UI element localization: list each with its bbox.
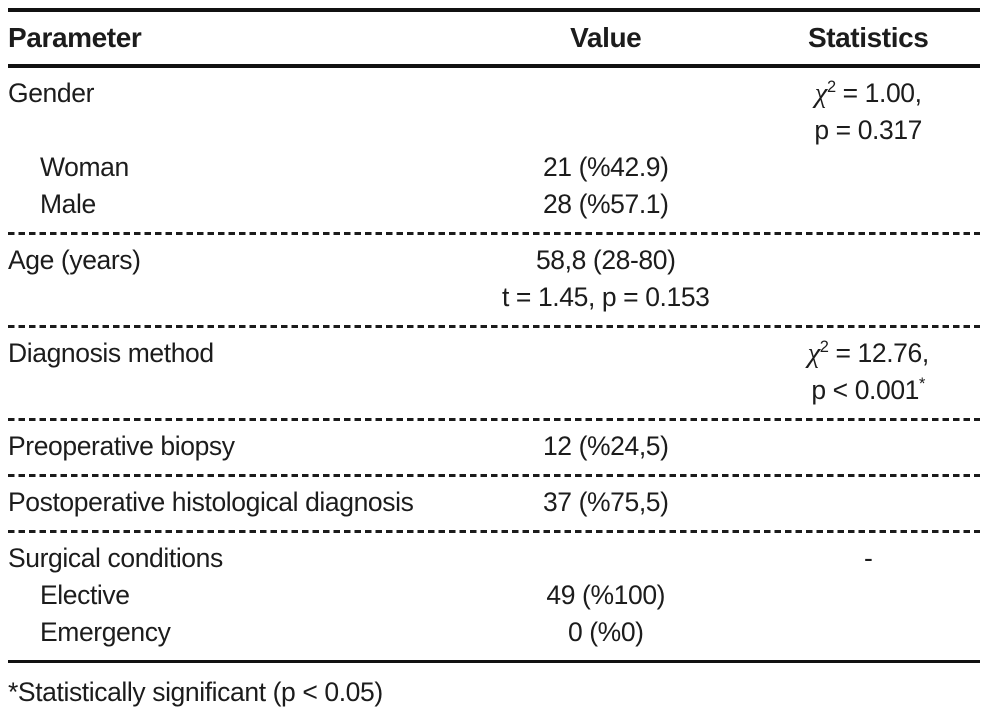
statistic-line: p = 0.317 <box>756 112 980 149</box>
row-statistic: χ2 = 12.76, p < 0.001* <box>756 335 980 409</box>
row-statistic <box>756 428 980 465</box>
chi-symbol: χ <box>814 77 828 109</box>
row-parameter: Woman <box>40 152 129 182</box>
dashed-divider <box>8 418 980 421</box>
row-statistic <box>756 484 980 521</box>
value-line: 21 (%42.9) <box>542 152 669 182</box>
row-parameter: Male <box>40 189 96 219</box>
dashed-divider <box>8 232 980 235</box>
superscript: 2 <box>819 338 829 357</box>
row-value: 58,8 (28-80) t = 1.45, p = 0.153 <box>455 242 756 316</box>
row-parameter: Diagnosis method <box>8 338 214 368</box>
statistic-text: p < 0.001 <box>811 375 920 405</box>
dashed-divider <box>8 474 980 477</box>
column-header-parameter: Parameter <box>8 22 142 53</box>
chi-symbol: χ <box>807 337 821 369</box>
row-value <box>455 75 756 149</box>
row-parameter: Surgical conditions <box>8 543 223 573</box>
table-header-row: Parameter Value Statistics <box>8 12 980 68</box>
row-statistic: χ2 = 1.00, p = 0.317 <box>756 75 980 149</box>
row-parameter: Elective <box>40 580 130 610</box>
statistic-line: χ2 = 1.00, <box>756 75 980 112</box>
table-row: Preoperative biopsy 12 (%24,5) <box>8 421 980 474</box>
statistic-line: - <box>756 540 980 577</box>
row-parameter: Emergency <box>40 617 171 647</box>
table-row: Diagnosis method χ2 = 12.76, p < 0.001* <box>8 328 980 418</box>
row-statistic <box>756 577 980 614</box>
superscript: 2 <box>826 78 836 97</box>
table-row: Postoperative histological diagnosis 37 (… <box>8 477 980 530</box>
row-parameter: Age (years) <box>8 245 141 275</box>
row-parameter: Preoperative biopsy <box>8 431 235 461</box>
table-row: Emergency 0 (%0) <box>8 614 980 660</box>
row-statistic <box>756 186 980 223</box>
superscript: * <box>919 375 926 394</box>
table-row: Surgical conditions - <box>8 533 980 577</box>
dashed-divider <box>8 530 980 533</box>
table-row: Woman 21 (%42.9) <box>8 149 980 186</box>
row-value: 37 (%75,5) <box>455 484 756 521</box>
statistic-text: = 12.76, <box>828 338 929 368</box>
table-row: Male 28 (%57.1) <box>8 186 980 232</box>
dashed-divider <box>8 325 980 328</box>
statistic-line: χ2 = 12.76, <box>756 335 980 372</box>
table-row: Age (years) 58,8 (28-80) t = 1.45, p = 0.1… <box>8 235 980 325</box>
table-row: Elective 49 (%100) <box>8 577 980 614</box>
value-line: 0 (%0) <box>567 617 644 647</box>
value-line: 58,8 (28-80) <box>535 245 676 275</box>
row-value: 0 (%0) <box>455 614 756 651</box>
row-statistic <box>756 149 980 186</box>
solid-divider <box>8 660 980 663</box>
column-header-value: Value <box>570 22 642 53</box>
row-statistic <box>756 614 980 651</box>
table-body: Gender χ2 = 1.00, p = 0.317 Woman 21 (%42.9)… <box>8 68 980 663</box>
row-value: 12 (%24,5) <box>455 428 756 465</box>
table-row: Gender χ2 = 1.00, p = 0.317 <box>8 68 980 149</box>
row-value <box>455 540 756 577</box>
row-value <box>455 335 756 409</box>
row-value: 21 (%42.9) <box>455 149 756 186</box>
row-statistic <box>756 242 980 316</box>
statistic-line: p < 0.001* <box>756 372 980 409</box>
table-footnote: *Statistically significant (p < 0.05) <box>8 677 383 707</box>
row-value: 49 (%100) <box>455 577 756 614</box>
value-line: 28 (%57.1) <box>542 189 669 219</box>
row-parameter: Gender <box>8 78 94 108</box>
statistic-text: = 1.00, <box>835 78 922 108</box>
statistic-text: p = 0.317 <box>814 115 923 145</box>
statistic-text: - <box>863 543 873 573</box>
row-value: 28 (%57.1) <box>455 186 756 223</box>
column-header-statistics: Statistics <box>807 22 929 53</box>
statistics-table: Parameter Value Statistics Gender χ2 = 1.… <box>8 8 980 663</box>
value-line: 12 (%24,5) <box>542 431 669 461</box>
row-statistic: - <box>756 540 980 577</box>
value-line: 37 (%75,5) <box>542 487 669 517</box>
value-line: 49 (%100) <box>546 580 666 610</box>
value-line: t = 1.45, p = 0.153 <box>502 282 710 312</box>
row-parameter: Postoperative histological diagnosis <box>8 487 414 517</box>
